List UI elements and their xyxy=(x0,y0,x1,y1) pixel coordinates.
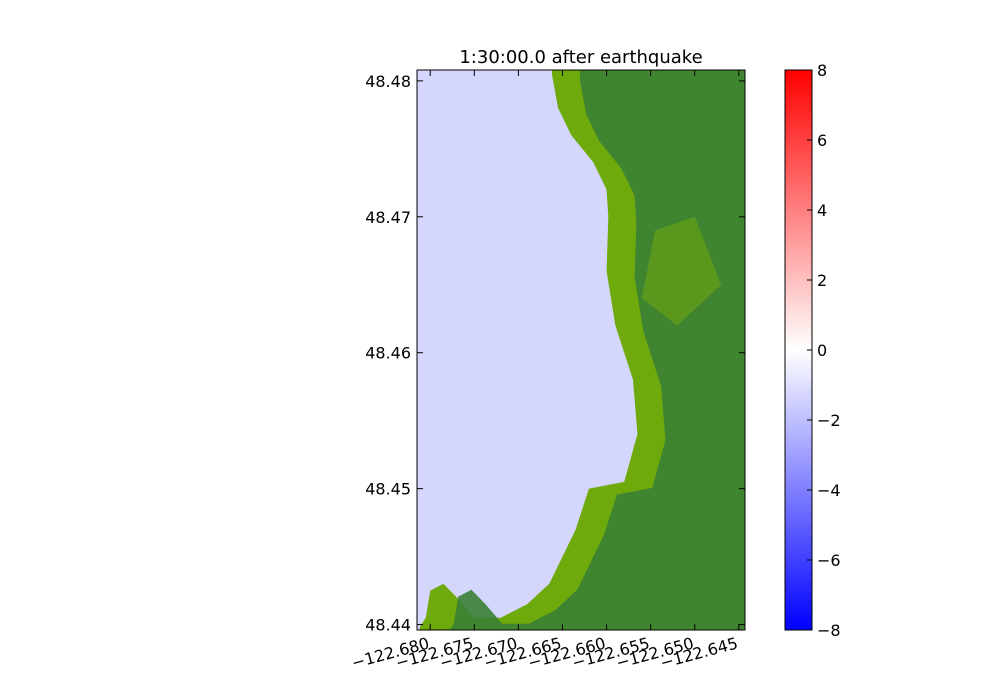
y-axis: 48.44 48.45 48.46 48.47 48.48 xyxy=(365,72,745,635)
land-inland xyxy=(449,70,745,630)
colorbar-tick-label: −2 xyxy=(817,411,841,430)
colorbar-tick-label: −8 xyxy=(817,621,841,640)
y-tick-label: 48.48 xyxy=(365,72,411,91)
land-patch xyxy=(641,216,722,326)
plot-frame xyxy=(416,69,746,631)
colorbar-tick-label: 2 xyxy=(817,271,827,290)
land-area xyxy=(419,70,745,630)
colorbar-axis: 8 6 4 2 0 −2 −4 −6 −8 xyxy=(807,61,841,640)
colorbar-tick-label: −6 xyxy=(817,551,841,570)
colorbar-tick-label: 4 xyxy=(817,201,827,220)
y-tick-label: 48.46 xyxy=(365,344,411,363)
colorbar-tick-label: 8 xyxy=(817,61,827,80)
colorbar-tick-label: 0 xyxy=(817,341,827,360)
y-tick-label: 48.44 xyxy=(365,616,411,635)
colorbar-tick-label: −4 xyxy=(817,481,841,500)
y-tick-label: 48.45 xyxy=(365,480,411,499)
y-tick-label: 48.47 xyxy=(365,208,411,227)
chart-title: 1:30:00.0 after earthquake xyxy=(459,47,702,68)
colorbar-tick-label: 6 xyxy=(817,131,827,150)
